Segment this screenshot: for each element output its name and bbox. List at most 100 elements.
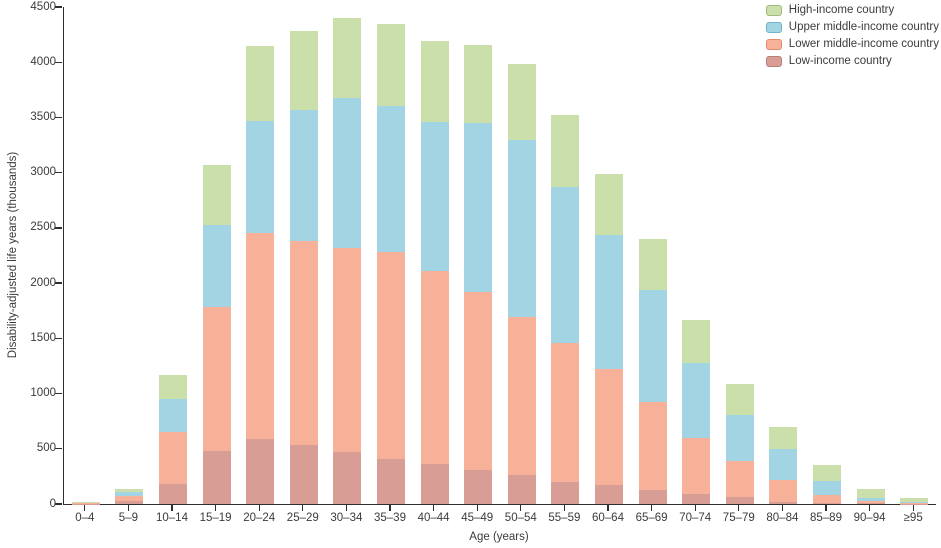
x-tick-mark [302, 505, 304, 511]
x-tick-label: 20–24 [243, 512, 276, 524]
x-tick-label: 90–94 [853, 512, 886, 524]
x-tick-mark [607, 505, 609, 511]
bar-segment [551, 342, 580, 482]
bar-segment [202, 164, 231, 225]
y-tick-label: 2000 [30, 276, 56, 289]
y-axis-title: Disability-adjusted life years (thousand… [7, 151, 19, 359]
bar-segment [638, 402, 667, 490]
x-tick-label: 70–74 [679, 512, 712, 524]
bar-segment [420, 121, 449, 271]
bar-segment [725, 414, 754, 461]
x-tick-label: 5–9 [118, 512, 138, 524]
y-tick-mark [55, 448, 62, 450]
bar-segment [725, 383, 754, 415]
bar-segment [638, 489, 667, 504]
bar-segment [813, 465, 841, 481]
bar-segment [333, 18, 362, 98]
x-tick-label: 60–64 [591, 512, 624, 524]
x-tick-label: 0–4 [75, 512, 95, 524]
legend-item: Upper middle-income country [765, 20, 939, 34]
x-tick-label: 30–34 [330, 512, 363, 524]
bar-segment [289, 31, 318, 110]
y-tick-label: 2500 [30, 221, 56, 234]
legend-item: Low-income country [765, 54, 939, 68]
legend-item: High-income country [765, 3, 939, 17]
legend-swatch-icon [765, 38, 782, 50]
bar-segment [115, 492, 144, 497]
x-tick-mark [258, 505, 260, 511]
bar-segment [813, 494, 841, 504]
bar-segment [725, 497, 754, 504]
bar-segment [71, 502, 100, 504]
y-tick-label: 1000 [30, 387, 56, 400]
y-tick-label: 3000 [30, 166, 56, 179]
x-tick-mark [868, 505, 871, 511]
x-tick-label: 75–79 [722, 512, 755, 524]
bar-segment [71, 501, 100, 503]
bar-segment [551, 481, 580, 504]
bar-segment [507, 475, 536, 504]
x-tick-label: 40–44 [417, 512, 450, 524]
bar-segment [71, 502, 100, 503]
y-tick-label: 4000 [30, 55, 56, 68]
bar-segment [115, 489, 144, 493]
bar-segment [638, 238, 667, 290]
bar-segment [246, 438, 275, 504]
bar-segment [464, 44, 493, 123]
bar-segment [595, 234, 623, 370]
x-tick-mark [476, 505, 478, 511]
bar-segment [377, 458, 405, 504]
x-tick-label: ≥95 [903, 512, 923, 524]
legend-swatch-icon [765, 4, 782, 16]
x-tick-mark [781, 505, 784, 511]
y-tick-label: 500 [36, 442, 56, 455]
y-tick-mark [55, 503, 62, 505]
x-tick-mark [345, 505, 348, 511]
bar-segment [464, 291, 493, 470]
x-tick-mark [694, 505, 696, 511]
x-tick-mark [127, 505, 130, 511]
x-tick-label: 65–69 [635, 512, 668, 524]
bar-segment [769, 426, 798, 449]
bar-segment [595, 485, 623, 504]
bar-segment [159, 374, 187, 400]
bar-segment [377, 106, 405, 253]
bar-segment [595, 369, 623, 486]
bar-segment [377, 23, 405, 107]
y-tick-mark [55, 61, 62, 63]
bar-segment [202, 451, 231, 504]
bar-segment [115, 496, 144, 501]
legend-label: High-income country [788, 3, 895, 16]
legend-swatch-icon [765, 21, 782, 33]
bar-segment [900, 502, 929, 504]
y-tick-label: 3500 [30, 110, 56, 123]
bar-segment [464, 122, 493, 292]
bar-segment [464, 469, 493, 504]
bar-segment [856, 488, 885, 498]
bar-segment [856, 503, 885, 504]
bar-segment [682, 362, 711, 438]
bar-segment [769, 448, 798, 480]
y-tick-mark [55, 337, 62, 340]
bar-segment [769, 479, 798, 502]
x-tick-label: 25–29 [286, 512, 319, 524]
bar-segment [725, 460, 754, 498]
y-tick-mark [55, 282, 62, 284]
x-tick-label: 85–89 [809, 512, 842, 524]
x-tick-label: 10–14 [155, 512, 188, 524]
y-tick-label: 0 [49, 497, 56, 510]
bar-segment [551, 115, 580, 188]
x-tick-mark [171, 505, 173, 511]
bar-segment [202, 224, 231, 308]
x-tick-mark [738, 505, 740, 511]
x-tick-label: 55–59 [548, 512, 581, 524]
bar-segment [682, 437, 711, 494]
bar-segment [769, 501, 798, 504]
y-tick-label: 4500 [30, 0, 56, 13]
bar-segment [289, 241, 318, 446]
x-tick-mark [214, 505, 217, 511]
bar-segment [159, 399, 187, 433]
x-tick-mark [912, 505, 914, 511]
legend-label: Lower middle-income country [788, 37, 939, 50]
